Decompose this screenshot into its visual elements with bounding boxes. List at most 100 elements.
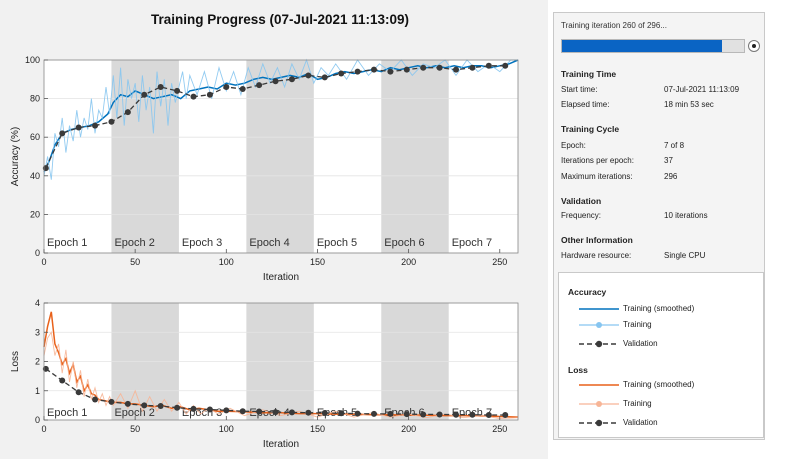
series-line-training (43, 58, 518, 180)
validation-point (453, 411, 460, 418)
loss-plot: Epoch 1 Epoch 2 Epoch 3 Epoch 4 Epoch 5 Epoch… (10, 298, 519, 450)
status-text: Training iteration 260 of 296... (561, 21, 667, 30)
series-line-validation (45, 368, 506, 416)
validation-point (141, 402, 148, 409)
validation-point (190, 405, 197, 412)
x-tick-label: 100 (219, 424, 234, 434)
figure-title: Training Progress (07-Jul-2021 11:13:09) (151, 12, 409, 27)
validation-point (256, 82, 263, 89)
validation-point (305, 409, 312, 416)
legend-accuracy-training: Training (579, 319, 759, 331)
validation-point (469, 411, 476, 418)
validation-point (436, 411, 443, 418)
validation-point (469, 64, 476, 71)
validation-point (59, 377, 66, 384)
legend-accuracy-title: Accuracy (568, 287, 607, 297)
validation-point (75, 389, 82, 396)
legend-panel: Accuracy Training (smoothed) Training Va… (558, 272, 764, 438)
y-tick-label: 100 (25, 55, 40, 65)
y-tick-label: 60 (30, 132, 40, 142)
validation-point (223, 84, 230, 91)
x-tick-label: 250 (492, 257, 507, 267)
validation-point (502, 62, 509, 69)
hardware-resource-value: Single CPU (664, 251, 706, 260)
epoch-label: Epoch 2 (114, 237, 154, 249)
elapsed-time-value: 18 min 53 sec (664, 100, 714, 109)
validation-point (174, 404, 181, 411)
accuracy-plot: Epoch 1 Epoch 2 Epoch 3 Epoch 4 Epoch 5 Epoch… (10, 55, 519, 283)
line-marker-swatch-icon (579, 322, 619, 328)
validation-point (272, 78, 279, 85)
row-maximum-iterations: Maximum iterations: 296 (561, 172, 761, 184)
epoch-label: Epoch 2 (114, 407, 154, 419)
x-axis-label: Iteration (263, 439, 299, 450)
row-iterations-per-epoch: Iterations per epoch: 37 (561, 156, 761, 168)
y-tick-label: 1 (35, 386, 40, 396)
progress-bar-fill (562, 40, 722, 52)
section-training-cycle: Training Cycle (561, 124, 620, 134)
legend-loss-title: Loss (568, 365, 588, 375)
validation-point (157, 84, 164, 91)
x-tick-label: 150 (310, 424, 325, 434)
iterations-per-epoch-value: 37 (664, 156, 673, 165)
validation-point (321, 409, 328, 416)
validation-point (239, 408, 246, 415)
hardware-resource-label: Hardware resource: (561, 251, 632, 260)
legend-loss-validation: Validation (579, 417, 759, 429)
validation-point (288, 76, 295, 83)
validation-point (108, 118, 115, 125)
legend-label: Training (623, 399, 652, 408)
stop-button[interactable] (748, 40, 760, 52)
validation-point (59, 130, 66, 137)
iterations-per-epoch-label: Iterations per epoch: (561, 156, 634, 165)
legend-loss-smoothed: Training (smoothed) (579, 379, 759, 391)
validation-point (288, 409, 295, 416)
validation-point (305, 72, 312, 79)
validation-point (206, 91, 213, 98)
validation-point (256, 408, 263, 415)
x-tick-label: 200 (401, 424, 416, 434)
epoch-label: Epoch: (561, 141, 586, 150)
x-tick-label: 250 (492, 424, 507, 434)
row-epoch: Epoch: 7 of 8 (561, 141, 761, 153)
validation-point (223, 407, 230, 414)
x-tick-label: 50 (130, 424, 140, 434)
epoch-band (246, 60, 314, 253)
line-swatch-icon (579, 384, 619, 386)
x-tick-label: 150 (310, 257, 325, 267)
validation-point (190, 93, 197, 100)
line-marker-swatch-icon (579, 401, 619, 407)
validation-point (502, 412, 509, 419)
progress-bar (561, 39, 745, 53)
x-tick-label: 0 (41, 424, 46, 434)
validation-point (272, 409, 279, 416)
maximum-iterations-label: Maximum iterations: (561, 172, 633, 181)
section-training-time: Training Time (561, 69, 617, 79)
validation-point (370, 66, 377, 73)
dashed-marker-swatch-icon (579, 419, 619, 427)
elapsed-time-label: Elapsed time: (561, 100, 610, 109)
line-swatch-icon (579, 308, 619, 310)
y-tick-label: 0 (35, 248, 40, 258)
section-other-information: Other Information (561, 235, 633, 245)
validation-point (420, 64, 427, 71)
validation-point (141, 91, 148, 98)
validation-point (92, 122, 99, 129)
axes-frame (43, 59, 519, 254)
y-tick-label: 0 (35, 415, 40, 425)
y-tick-label: 20 (30, 209, 40, 219)
validation-point (174, 87, 181, 94)
validation-point (420, 411, 427, 418)
x-axis-label: Iteration (263, 272, 299, 283)
validation-point (338, 70, 345, 77)
epoch-label: Epoch 5 (317, 237, 357, 249)
row-hardware-resource: Hardware resource: Single CPU (561, 251, 761, 263)
validation-point (387, 68, 394, 75)
plots-area: Training Progress (07-Jul-2021 11:13:09)… (0, 0, 548, 459)
validation-point (485, 412, 492, 419)
validation-point (354, 410, 361, 417)
validation-point (108, 398, 115, 405)
training-plots-svg: Training Progress (07-Jul-2021 11:13:09)… (10, 12, 519, 450)
validation-point (485, 62, 492, 69)
row-elapsed-time: Elapsed time: 18 min 53 sec (561, 100, 761, 112)
